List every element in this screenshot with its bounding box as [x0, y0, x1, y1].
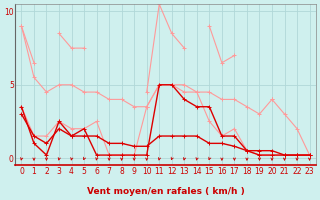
X-axis label: Vent moyen/en rafales ( km/h ): Vent moyen/en rafales ( km/h ) [87, 187, 244, 196]
